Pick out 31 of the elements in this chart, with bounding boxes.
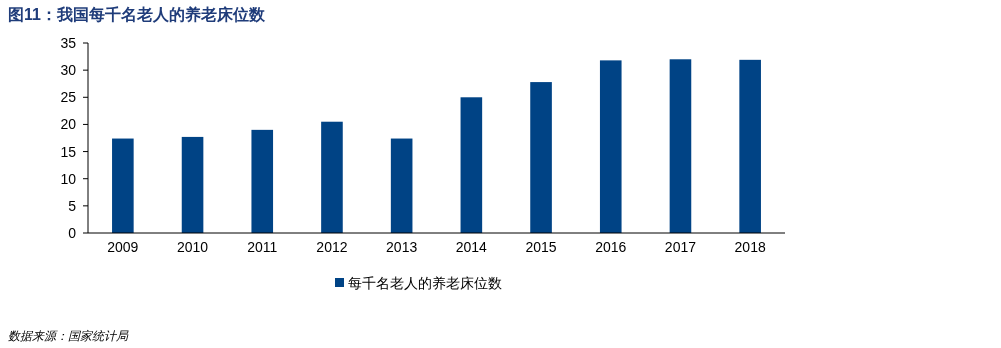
x-tick-label: 2011: [247, 239, 278, 255]
x-tick-label: 2013: [386, 239, 418, 255]
x-tick-label: 2009: [107, 239, 139, 255]
y-tick-label: 35: [60, 35, 77, 51]
y-tick-label: 10: [60, 170, 77, 187]
y-tick-label: 5: [68, 197, 77, 214]
bar: [112, 138, 134, 233]
y-tick-label: 20: [60, 116, 77, 133]
bar: [599, 60, 622, 233]
legend-label: 每千名老人的养老床位数: [348, 275, 502, 291]
y-tick-label: 30: [60, 62, 77, 79]
bar: [530, 82, 552, 233]
x-tick-label: 2016: [595, 239, 627, 255]
x-tick-label: 2017: [664, 239, 697, 255]
bar: [321, 121, 343, 233]
chart-title: 图11：我国每千名老人的养老床位数: [8, 5, 266, 23]
x-tick-label: 2010: [176, 239, 209, 255]
x-tick-label: 2015: [525, 239, 557, 255]
bar: [460, 97, 483, 233]
x-tick-label: 2012: [316, 239, 348, 255]
source-note: 数据来源：国家统计局: [8, 329, 129, 343]
x-tick-label: 2014: [455, 239, 488, 255]
bar: [181, 136, 204, 233]
y-tick-label: 15: [60, 143, 77, 160]
bar: [739, 59, 761, 233]
x-tick-label: 2018: [734, 239, 766, 255]
y-tick-label: 0: [68, 225, 77, 241]
bar: [390, 138, 413, 233]
bar: [251, 129, 274, 233]
y-tick-label: 25: [60, 89, 77, 106]
bar: [669, 59, 692, 233]
